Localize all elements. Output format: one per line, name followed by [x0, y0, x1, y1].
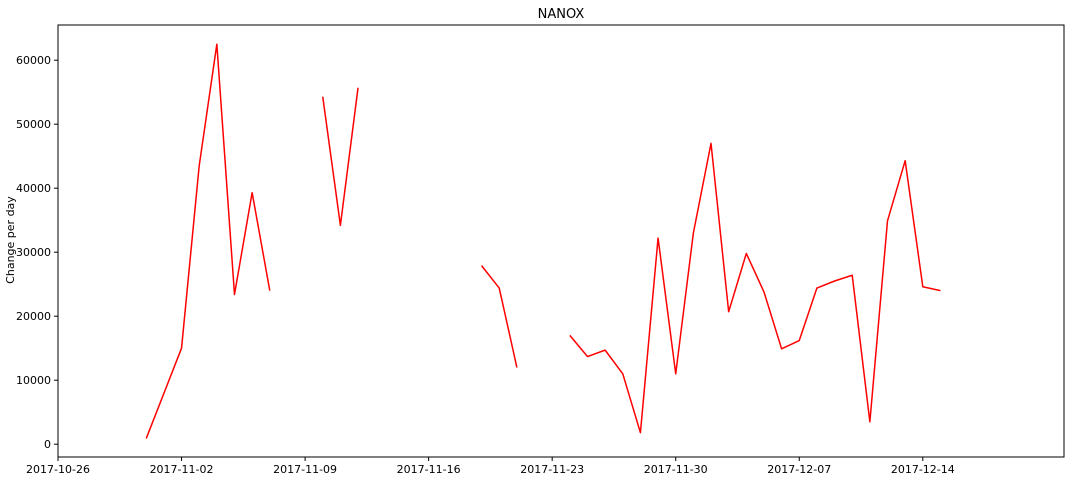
x-tick-label: 2017-11-30: [644, 463, 708, 476]
y-tick-label: 30000: [16, 246, 51, 259]
x-tick-label: 2017-11-23: [520, 463, 584, 476]
chart-title: NANOX: [538, 7, 585, 22]
y-tick-label: 20000: [16, 310, 51, 323]
y-tick-label: 10000: [16, 374, 51, 387]
y-tick-label: 50000: [16, 118, 51, 131]
x-tick-label: 2017-11-09: [273, 463, 337, 476]
x-tick-label: 2017-11-16: [397, 463, 461, 476]
series-layer: [145, 43, 941, 439]
y-tick-label: 60000: [16, 54, 51, 67]
y-tick-label: 0: [44, 438, 51, 451]
x-tick-label: 2017-11-02: [150, 463, 214, 476]
x-tick-label: 2017-12-14: [891, 463, 955, 476]
ticks-layer: 2017-10-26 2017-11-02 2017-11-09 2017-11-16…: [16, 54, 955, 476]
y-axis-label: Change per day: [4, 196, 17, 284]
plot-frame: [57, 24, 1065, 458]
x-tick-label: 2017-10-26: [26, 463, 90, 476]
x-tick-label: 2017-12-07: [767, 463, 831, 476]
y-tick-label: 40000: [16, 182, 51, 195]
series-line-segment: [569, 142, 941, 434]
